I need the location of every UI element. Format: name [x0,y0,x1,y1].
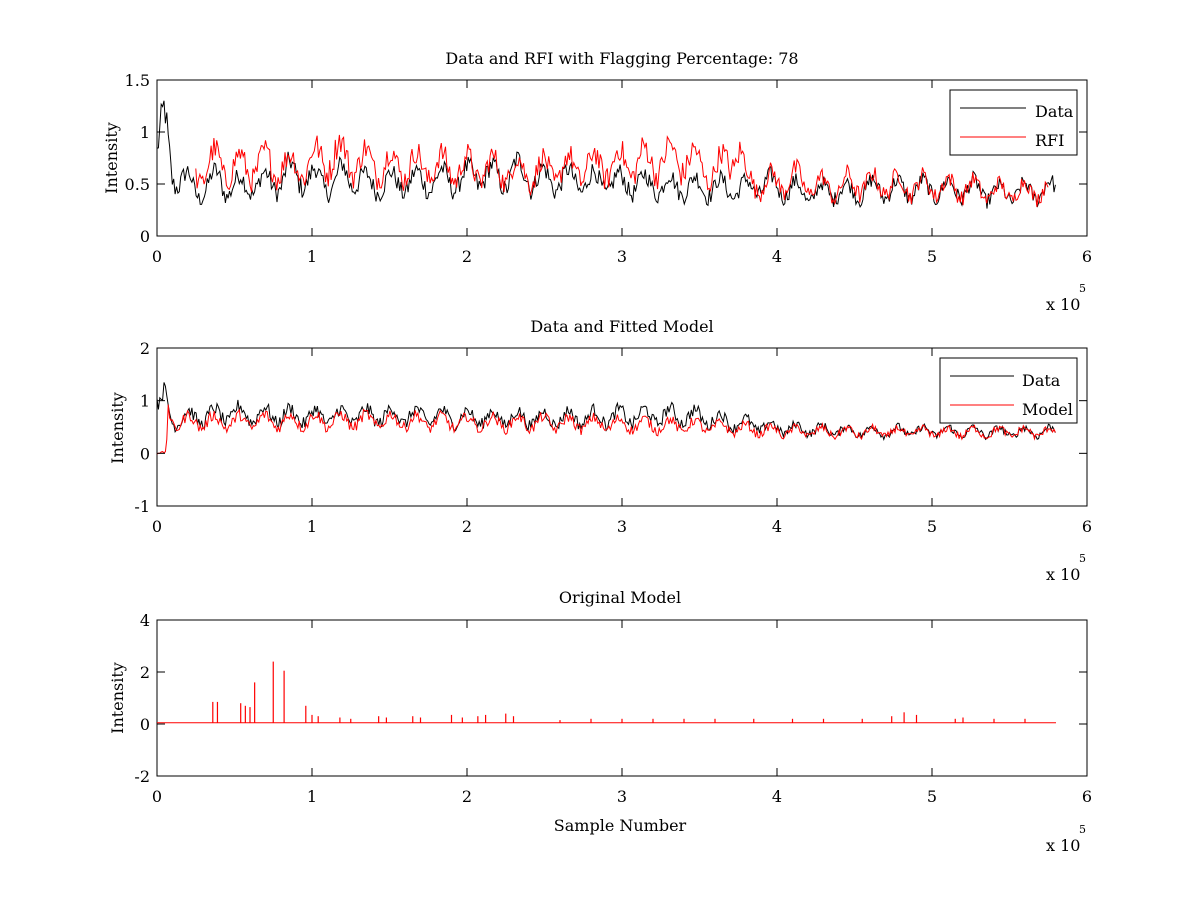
panel-3-xtick-label: 0 [152,787,162,806]
panel-1-ytick-label: 0 [140,227,150,246]
panel-2-xtick-label: 0 [152,517,162,536]
panel-2-xtick-label: 4 [772,517,782,536]
panel-2-xtick-label: 6 [1082,517,1092,536]
panel-2-x-multiplier: x 10 [1046,565,1080,584]
panel-2-ytick-label: 0 [140,444,150,463]
panel-1-legend-box [949,89,1078,156]
panel-2-ytick-label: 1 [140,392,150,411]
panel-1-title: Data and RFI with Flagging Percentage: 7… [445,49,798,68]
panel-1-xtick-label: 3 [617,247,627,266]
panel-1-xtick-label: 1 [307,247,317,266]
panel-3-xtick-label: 6 [1082,787,1092,806]
panel-2-xtick-label: 3 [617,517,627,536]
panel-2-legend-label-model: Model [1022,400,1073,419]
panel-1-series-rfi-line [195,134,1049,207]
panel-1-xtick-label: 0 [152,247,162,266]
panel-3-title: Original Model [559,588,681,607]
panel-2-ytick-label: 2 [140,339,150,358]
panel-1-legend: Data RFI [949,89,1078,156]
panel-3-ytick-label: 0 [140,715,150,734]
panel-3-ytick-label: -2 [134,767,150,786]
panel-1-axes [156,79,1088,237]
panel-2-axes [156,347,1088,507]
panel-2-xtick-label: 5 [927,517,937,536]
panel-2-legend: Data Model [939,357,1078,424]
panel-1-xtick-label: 6 [1082,247,1092,266]
panel-2-series [156,382,1056,455]
panel-1-ytick-label: 1 [140,123,150,142]
panel-1-x-multiplier: x 10 [1046,295,1080,314]
panel-3-ytick-label: 4 [140,611,150,630]
panel-1-legend-label-rfi: RFI [1035,131,1064,150]
panel-1: Data and RFI with Flagging Percentage: 7… [102,49,1092,314]
panel-2-legend-label-data: Data [1022,371,1061,390]
panel-3-axes [156,619,1088,777]
panel-2-xtick-label: 1 [307,517,317,536]
panel-3-xtick-label: 5 [927,787,937,806]
panel-1-legend-label-data: Data [1035,102,1074,121]
panel-1-ytick-label: 0.5 [125,175,150,194]
panel-3-xtick-label: 1 [307,787,317,806]
panel-3-xtick-label: 2 [462,787,472,806]
panel-1-xtick-label: 4 [772,247,782,266]
panel-1-x-multiplier-exponent: 5 [1079,282,1086,295]
panel-1-xtick-label: 2 [462,247,472,266]
panel-1-xtick-label: 5 [927,247,937,266]
panel-1-series [156,100,1056,209]
panel-2-legend-box [939,357,1078,424]
panel-3-x-multiplier-exponent: 5 [1079,823,1086,836]
panel-3-xtick-label: 3 [617,787,627,806]
panel-1-ytick-label: 1.5 [125,71,150,90]
panel-3-ylabel: Intensity [108,662,127,734]
panel-2-x-multiplier-exponent: 5 [1079,552,1086,565]
panel-2-ylabel: Intensity [108,392,127,464]
panel-3-xtick-label: 4 [772,787,782,806]
panel-3-x-multiplier: x 10 [1046,836,1080,855]
panel-3-xlabel: Sample Number [554,816,687,835]
panel-3-series [157,661,1056,724]
panel-2-title: Data and Fitted Model [530,317,713,336]
panel-2-ytick-label: -1 [134,497,150,516]
panel-2-xtick-label: 2 [462,517,472,536]
panel-3-ytick-label: 2 [140,663,150,682]
panel-2-series-model-line [156,404,1056,455]
panel-1-ylabel: Intensity [102,122,121,194]
panel-1-ticks: 0 1 2 3 4 5 6 0 0.5 1 1.5 [125,71,1093,266]
